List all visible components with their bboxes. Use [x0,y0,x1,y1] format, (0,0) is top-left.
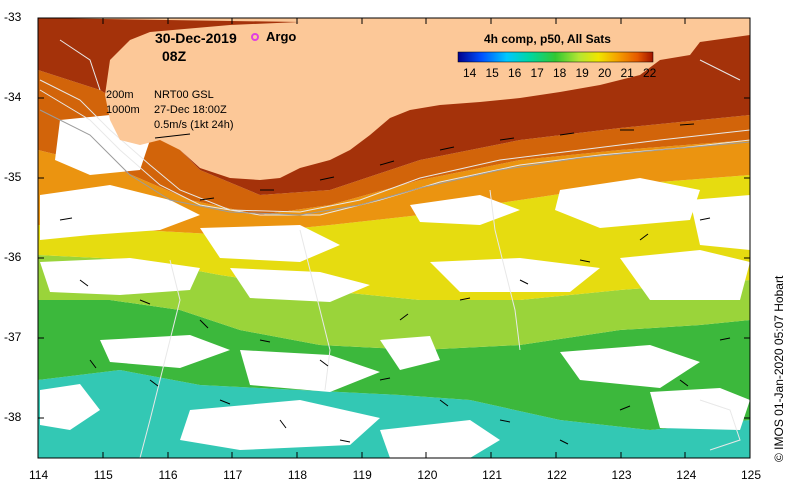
cloud-mask [40,115,750,458]
legend-tick-label: 17 [530,66,544,80]
y-tick-label: -34 [4,90,22,104]
x-tick-label: 116 [158,468,178,482]
imos-credit: © IMOS 01-Jan-2020 05:07 Hobart [772,275,786,462]
sst-band-green [38,300,750,430]
y-tick-label: -36 [4,250,22,264]
legend-tick-label: 20 [598,66,612,80]
legend-title: 4h comp, p50, All Sats [484,32,611,46]
current-vectors [59,123,731,445]
legend-tick-label: 16 [508,66,522,80]
x-tick-label: 119 [352,468,372,482]
y-tick-label: -37 [4,330,22,344]
y-tick-label: -38 [4,410,22,424]
legend-tick-label: 22 [643,66,657,80]
x-tick-label: 120 [417,468,438,482]
argo-label: Argo [266,29,297,44]
legend-tick-label: 15 [485,66,499,80]
x-tick-label: 114 [29,468,49,482]
legend-tick-label: 14 [463,66,477,80]
x-tick-label: 115 [93,468,113,482]
x-tick-label: 118 [287,468,308,482]
x-tick-label: 125 [741,468,762,482]
legend-tick-label: 21 [620,66,634,80]
sst-colorbar [457,51,654,63]
plot-frame [37,17,751,459]
map-time: 08Z [162,48,187,64]
y-tick-label: -35 [4,170,22,184]
gsl-track [39,109,750,216]
velocity-scale-label: 0.5m/s (1kt 24h) [154,119,234,131]
map-date: 30-Dec-2019 [155,30,237,46]
legend-tick-label: 18 [553,66,567,80]
bathymetry-contours [39,39,750,458]
velocity-scale-arrow [154,133,191,139]
axis-ticks [37,17,751,458]
x-tick-label: 122 [546,468,567,482]
gsl-time: 27-Dec 18:00Z [154,104,227,116]
x-tick-label: 124 [676,468,697,482]
contour-depth-200: 200m [106,89,134,101]
x-tick-label: 123 [611,468,632,482]
argo-marker-icon [251,33,259,41]
sst-band-lightgreen [38,255,750,350]
x-tick-label: 117 [223,468,243,482]
y-tick-label: -33 [4,10,22,24]
contour-depth-1000: 1000m [106,104,140,116]
gsl-label: NRT00 GSL [154,89,214,101]
x-tick-label: 121 [482,468,503,482]
legend-tick-label: 19 [575,66,589,80]
sst-band-darkorange [38,70,750,215]
